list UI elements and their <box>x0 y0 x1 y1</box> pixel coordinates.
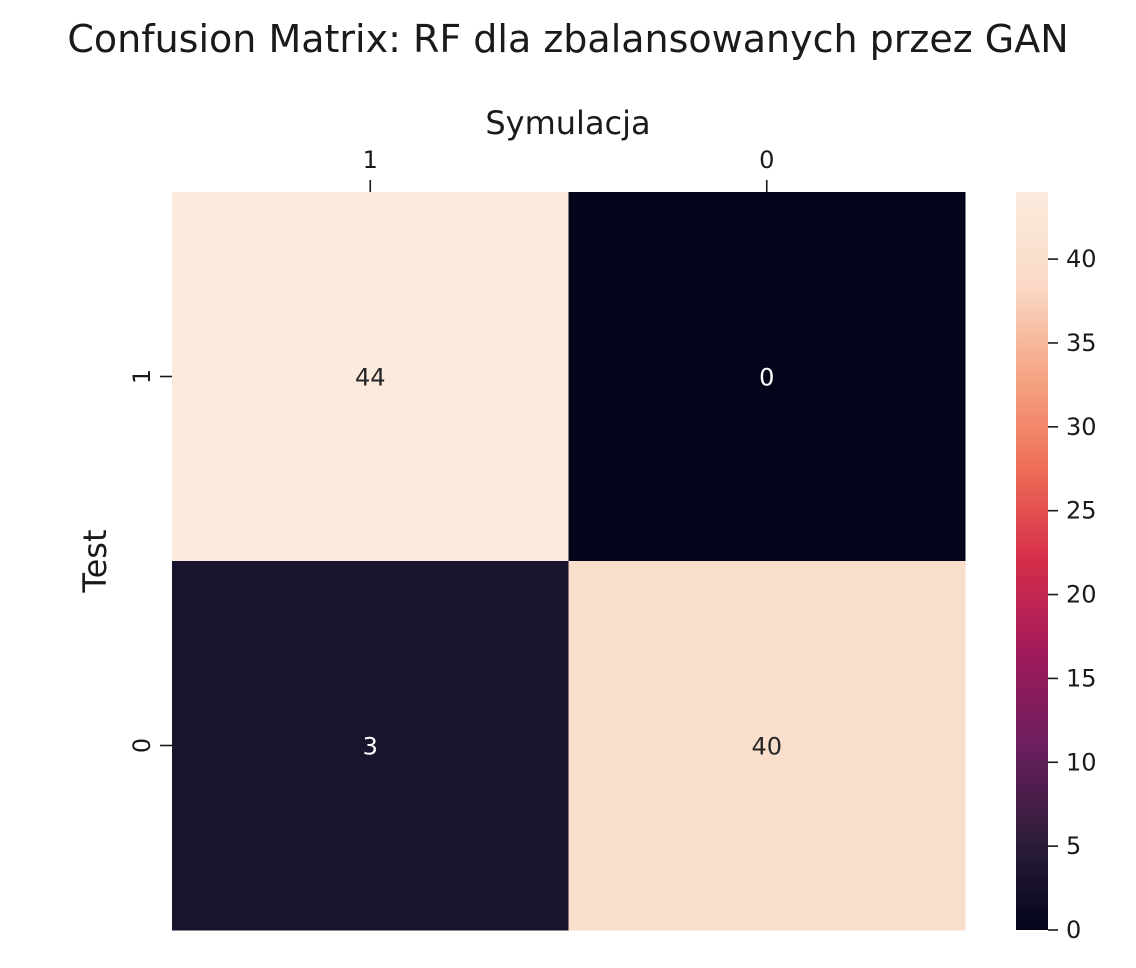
chart-title: Confusion Matrix: RF dla zbalansowanych … <box>67 17 1068 61</box>
cell-value-label: 40 <box>751 733 782 761</box>
colorbar-tick-label: 30 <box>1066 413 1097 441</box>
heatmap-cell-r1-c1 <box>568 561 966 931</box>
heatmap-cell-r0-c0 <box>172 192 569 562</box>
colorbar-tick-label: 25 <box>1066 497 1097 525</box>
colorbar-tick-label: 20 <box>1066 581 1097 609</box>
x-tick-label: 1 <box>363 146 378 174</box>
colorbar-tick-label: 0 <box>1066 916 1081 944</box>
x-tick-label: 0 <box>759 146 774 174</box>
colorbar-tick-label: 15 <box>1066 664 1097 692</box>
cell-value-label: 3 <box>363 733 378 761</box>
colorbar <box>1016 192 1048 930</box>
heatmap-cells: 44 0 3 40 <box>172 192 966 931</box>
colorbar-tick-label: 5 <box>1066 832 1081 860</box>
colorbar-tick-label: 40 <box>1066 245 1097 273</box>
colorbar-tick-label: 10 <box>1066 748 1097 776</box>
heatmap-cell-r0-c1 <box>568 192 966 562</box>
y-tick-label: 0 <box>128 738 156 753</box>
colorbar-ticks: 0 5 10 15 20 25 30 35 40 <box>1048 245 1097 944</box>
y-axis-label: Test <box>76 529 114 593</box>
colorbar-tick-label: 35 <box>1066 329 1097 357</box>
x-axis-label: Symulacja <box>485 104 650 142</box>
heatmap-cell-r1-c0 <box>172 561 569 931</box>
cell-value-label: 0 <box>759 364 774 392</box>
y-axis-ticks: 10 <box>128 369 172 753</box>
y-tick-label: 1 <box>128 369 156 384</box>
cell-value-label: 44 <box>355 364 386 392</box>
